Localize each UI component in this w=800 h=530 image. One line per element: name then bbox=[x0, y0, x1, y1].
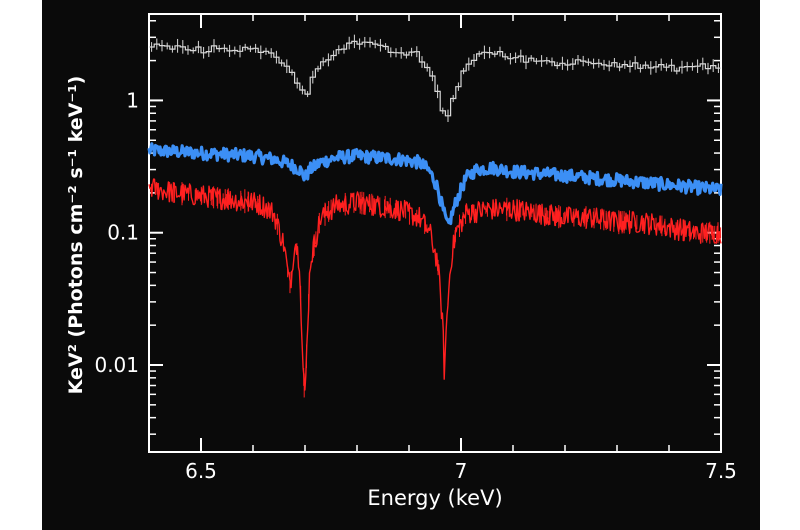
x-tick-label: 7.5 bbox=[705, 459, 737, 483]
series-2 bbox=[148, 178, 722, 398]
x-axis-label: Energy (keV) bbox=[367, 486, 502, 510]
series-0 bbox=[149, 34, 721, 122]
y-axis-label: KeV² (Photons cm⁻² s⁻¹ keV⁻¹) bbox=[65, 76, 87, 395]
chart-figure: 0.01 0.1 1 6.5 7 7.5 Energy (keV) KeV² (Phot… bbox=[42, 0, 760, 530]
series-layer bbox=[147, 34, 723, 398]
spectrum-chart: 0.01 0.1 1 6.5 7 7.5 Energy (keV) KeV² (Phot… bbox=[65, 13, 737, 510]
x-tick-label: 7 bbox=[455, 459, 468, 483]
x-tick-label: 6.5 bbox=[185, 459, 217, 483]
series-1-line bbox=[147, 142, 723, 226]
y-tick-label: 0.1 bbox=[107, 221, 139, 245]
series-0-line bbox=[149, 40, 721, 117]
series-2-line bbox=[148, 178, 722, 391]
y-tick-labels: 0.01 0.1 1 bbox=[94, 88, 139, 377]
series-1 bbox=[147, 142, 723, 226]
x-tick-labels: 6.5 7 7.5 bbox=[185, 459, 737, 483]
y-tick-label: 1 bbox=[126, 88, 139, 112]
y-tick-label: 0.01 bbox=[94, 353, 139, 377]
